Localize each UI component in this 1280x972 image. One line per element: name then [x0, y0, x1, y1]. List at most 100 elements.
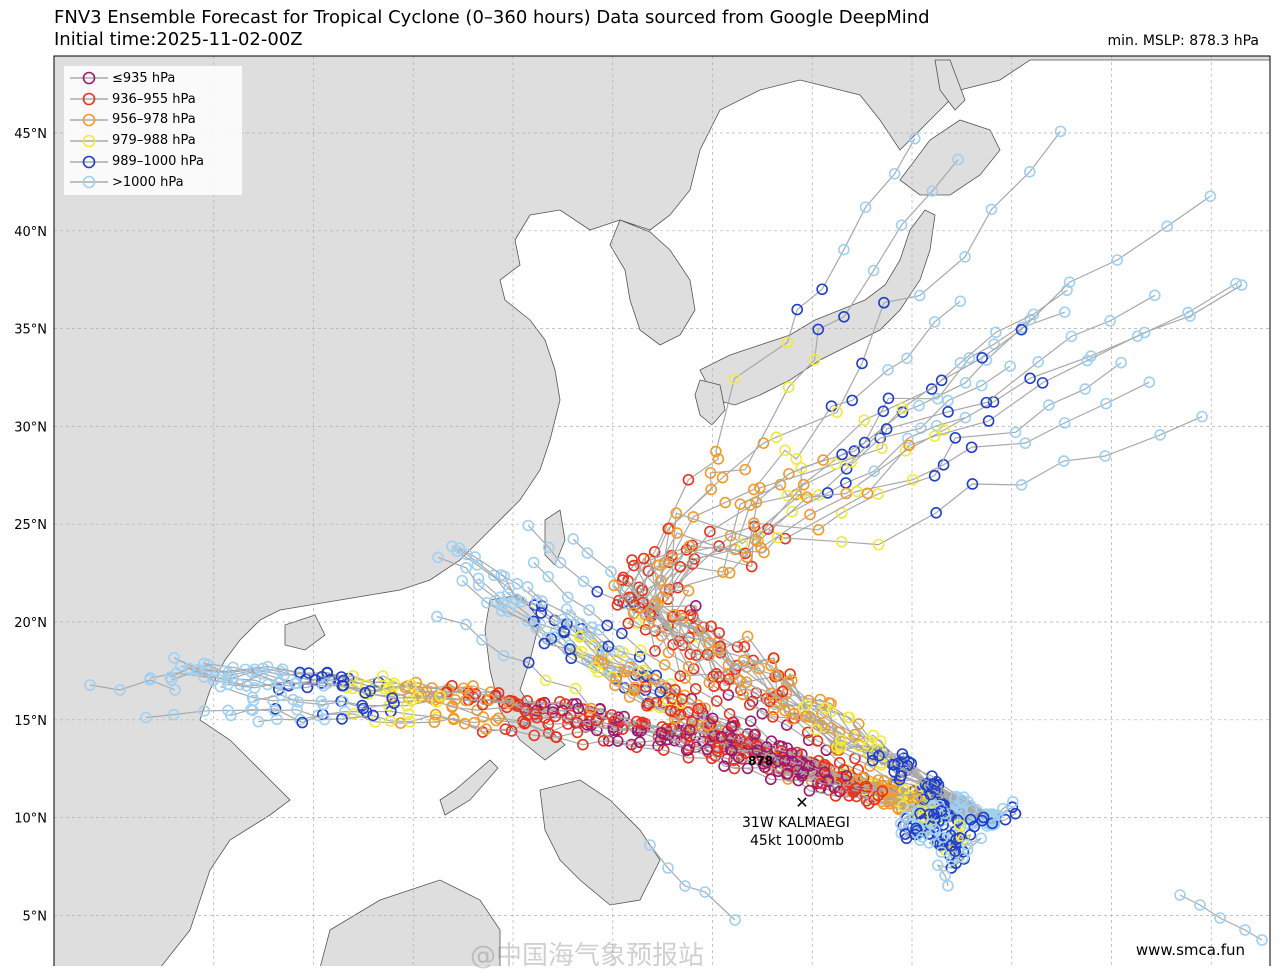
track-point	[925, 383, 938, 395]
track-point	[653, 559, 666, 571]
track-point	[703, 637, 715, 649]
track-point	[1174, 889, 1186, 901]
track-point	[692, 703, 705, 715]
track-point	[682, 743, 695, 756]
legend-item: 979–988 hPa	[68, 130, 238, 151]
legend: ≤935 hPa 936–955 hPa 956–978 hPa 979–988…	[64, 66, 242, 195]
track-point	[256, 667, 269, 680]
track-point	[294, 714, 306, 726]
track-line	[1179, 894, 1263, 941]
track-point	[471, 559, 484, 571]
borneo	[320, 879, 501, 966]
japan-honshu	[699, 209, 936, 406]
palawan	[439, 759, 499, 816]
track-point	[542, 570, 555, 583]
asia-mainland	[54, 56, 1270, 966]
track-point	[765, 659, 777, 672]
track-point	[434, 690, 447, 702]
track-point	[481, 596, 493, 609]
track-point	[1036, 377, 1049, 389]
track-point	[799, 710, 812, 723]
track-point	[942, 406, 954, 418]
track-point	[739, 463, 752, 476]
track-point	[1154, 429, 1166, 441]
track-line	[436, 616, 993, 823]
track-point	[753, 662, 766, 675]
track-point	[541, 632, 554, 644]
track-point	[207, 671, 220, 683]
legend-label: 979–988 hPa	[112, 133, 196, 149]
track-point	[916, 831, 929, 843]
track-point	[654, 686, 667, 698]
track-point	[564, 643, 576, 655]
sakhalin	[934, 59, 966, 111]
track-point	[674, 561, 687, 573]
track-point	[296, 716, 309, 729]
track-point	[476, 726, 489, 738]
track-point	[359, 687, 372, 699]
track-point	[559, 698, 572, 710]
track-point	[877, 405, 890, 418]
track-point	[616, 627, 628, 640]
track-point	[636, 716, 648, 729]
track-point	[605, 709, 618, 721]
storm-name-label: 31W KALMAEGI	[742, 815, 850, 831]
track-point	[626, 554, 638, 566]
track-point	[529, 708, 541, 720]
lat-label: 5°N	[23, 909, 48, 924]
track-point	[925, 818, 938, 830]
track-point	[560, 603, 573, 615]
track-point	[803, 784, 816, 797]
track-point	[519, 717, 532, 729]
track-point	[976, 814, 988, 827]
track-point	[723, 567, 736, 579]
track-point	[790, 453, 803, 465]
track-point	[980, 396, 993, 409]
legend-marker-icon	[68, 155, 112, 169]
track-point	[939, 869, 951, 882]
track-point	[577, 575, 590, 588]
track-point	[1007, 796, 1019, 808]
track-point	[431, 610, 443, 623]
track-point	[1184, 310, 1196, 322]
track-point	[781, 767, 794, 780]
storm-intensity-label: 45kt 1000mb	[750, 833, 844, 849]
track-point	[745, 560, 758, 573]
track-point	[712, 644, 724, 656]
track-point	[140, 711, 152, 724]
track-point	[825, 706, 838, 718]
track-point	[602, 640, 615, 653]
track-point	[703, 676, 716, 689]
track-point	[818, 758, 831, 771]
track-point	[584, 627, 596, 639]
track-point	[597, 734, 610, 747]
track-point	[928, 430, 941, 442]
track-point	[682, 751, 695, 764]
track-point	[234, 678, 246, 691]
track-point	[836, 448, 848, 461]
track-point	[633, 736, 646, 749]
track-point	[861, 487, 874, 500]
track-point	[1065, 330, 1078, 343]
track-point	[956, 794, 968, 806]
track-point	[503, 696, 515, 709]
track-point	[899, 828, 912, 840]
track-point	[477, 711, 490, 723]
track-point	[594, 702, 606, 715]
track-point	[719, 496, 732, 509]
track-point	[114, 684, 126, 696]
track-point	[1009, 426, 1022, 439]
track-point	[804, 508, 816, 521]
philippines-south	[539, 779, 661, 906]
track-point	[868, 465, 880, 478]
track-point	[460, 618, 472, 631]
track-point	[738, 654, 750, 667]
track-point	[589, 661, 601, 674]
track-point	[693, 625, 705, 637]
track-point	[577, 738, 589, 751]
track-point	[404, 715, 417, 728]
track-point	[953, 818, 966, 831]
track-point	[336, 713, 348, 725]
track-point	[1104, 315, 1116, 327]
track-point	[567, 533, 579, 545]
